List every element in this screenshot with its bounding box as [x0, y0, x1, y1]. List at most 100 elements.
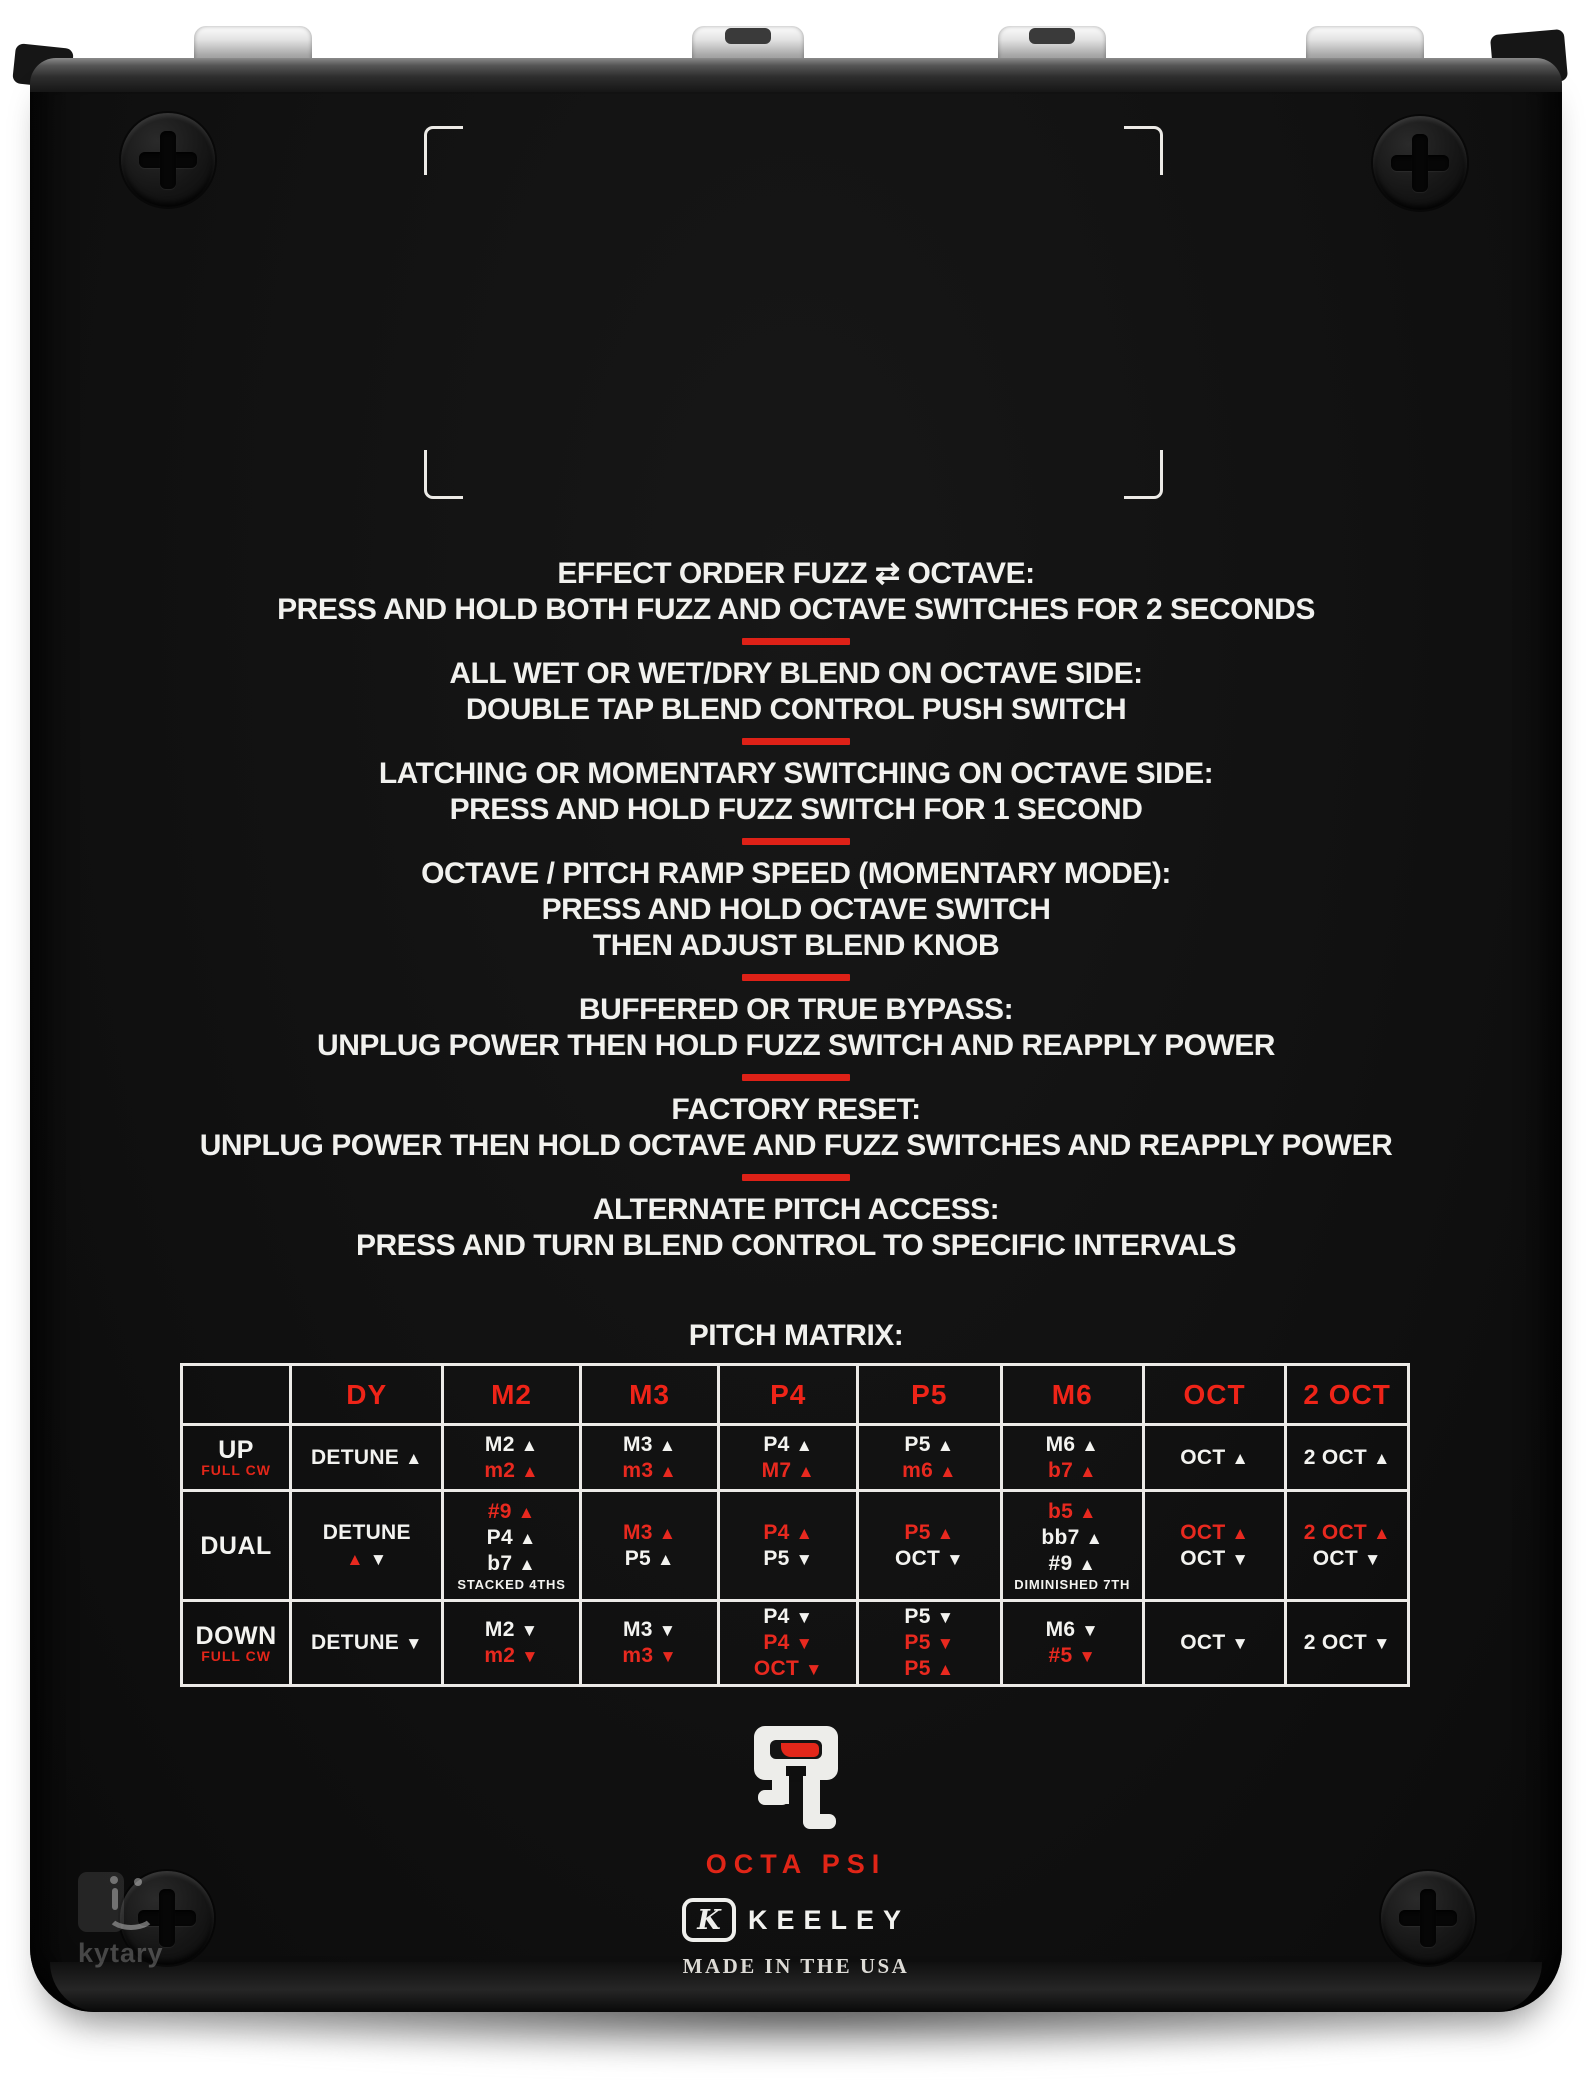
- matrix-cell-line: P4 ▲: [486, 1525, 537, 1549]
- matrix-col-header: P4: [717, 1363, 860, 1426]
- matrix-cell: P4 ▲ M7 ▲: [717, 1423, 860, 1492]
- matrix-cell: #9 ▲ P4 ▲ b7 ▲ STACKED 4THS: [441, 1489, 582, 1602]
- instruction-section: BUFFERED OR TRUE BYPASS: UNPLUG POWER THE…: [30, 992, 1562, 1064]
- matrix-cell: DETUNE ▲ ▼: [289, 1489, 445, 1602]
- matrix-cell-line: M6 ▲: [1045, 1432, 1099, 1456]
- matrix-cell-line: 2 OCT ▲: [1303, 1520, 1391, 1544]
- matrix-cell-line: DETUNE ▼: [310, 1631, 423, 1654]
- matrix-col-header: OCT: [1141, 1363, 1288, 1426]
- instruction-title: ALL WET OR WET/DRY BLEND ON OCTAVE SIDE:: [449, 657, 1143, 690]
- crop-mark-top-right: [1124, 126, 1163, 175]
- pitch-matrix-table: DY M2 M3 P4 P5 M6 OCT 2 OCT UP FULL CW DETUNE ▲ M2 …: [179, 1363, 1410, 1687]
- matrix-cell-line: DETUNE: [322, 1520, 411, 1544]
- instructions-block: EFFECT ORDER FUZZ ⇄ OCTAVE: PRESS AND HOL…: [30, 556, 1562, 1354]
- matrix-col-header: DY: [289, 1363, 445, 1426]
- matrix-cell: 2 OCT ▲: [1284, 1423, 1410, 1492]
- matrix-col-header: M2: [441, 1363, 582, 1426]
- instruction-title: EFFECT ORDER FUZZ ⇄ OCTAVE:: [557, 557, 1035, 590]
- instruction-section: EFFECT ORDER FUZZ ⇄ OCTAVE: PRESS AND HOL…: [30, 556, 1562, 628]
- matrix-cell-line: m2 ▲: [484, 1458, 539, 1482]
- crop-mark-bottom-right: [1124, 450, 1163, 499]
- instruction-line: UNPLUG POWER THEN HOLD FUZZ SWITCH AND R…: [317, 1029, 1275, 1062]
- screw-bottom-right: [1381, 1871, 1475, 1965]
- section-divider: [742, 974, 850, 981]
- matrix-cell-line: ▲ ▼: [346, 1548, 388, 1569]
- instruction-line: PRESS AND HOLD BOTH FUZZ AND OCTAVE SWIT…: [277, 593, 1315, 626]
- matrix-cell-line: m6 ▲: [902, 1458, 957, 1482]
- matrix-col-header: M6: [999, 1363, 1145, 1426]
- watermark-smiley-icon: [78, 1872, 156, 1932]
- instruction-line: PRESS AND HOLD OCTAVE SWITCH: [541, 893, 1051, 926]
- matrix-cell-line: #9 ▲: [1048, 1551, 1096, 1575]
- crop-mark-bottom-left: [424, 450, 463, 499]
- instruction-line: PRESS AND TURN BLEND CONTROL TO SPECIFIC…: [355, 1229, 1237, 1262]
- matrix-cell-line: m2 ▼: [484, 1644, 539, 1667]
- matrix-cell-line: P5 ▼: [763, 1546, 814, 1570]
- watermark-text: kytary: [78, 1938, 164, 1968]
- brand-name: KEELEY: [747, 1904, 911, 1935]
- instruction-section: LATCHING OR MOMENTARY SWITCHING ON OCTAV…: [30, 756, 1562, 828]
- matrix-cell: OCT ▼: [1141, 1599, 1288, 1687]
- crop-mark-top-left: [424, 126, 463, 175]
- matrix-cell: M6 ▼ #5 ▼: [999, 1599, 1145, 1687]
- matrix-row-sublabel: FULL CW: [201, 1647, 271, 1664]
- pitch-matrix: DY M2 M3 P4 P5 M6 OCT 2 OCT UP FULL CW DETUNE ▲ M2 …: [179, 1363, 1410, 1687]
- watermark-kytary: kytary: [78, 1872, 164, 1969]
- instruction-title: LATCHING OR MOMENTARY SWITCHING ON OCTAV…: [378, 757, 1214, 790]
- matrix-cell: M2 ▼ m2 ▼: [441, 1599, 582, 1687]
- matrix-cell: P5 ▲ m6 ▲: [856, 1423, 1003, 1492]
- instruction-title: ALTERNATE PITCH ACCESS:: [592, 1193, 1000, 1226]
- matrix-cell: b5 ▲ bb7 ▲ #9 ▲ DIMINISHED 7TH: [999, 1489, 1145, 1602]
- pitch-matrix-title: PITCH MATRIX:: [688, 1319, 904, 1352]
- section-divider: [742, 638, 850, 645]
- pedal-top-bevel: [30, 58, 1562, 92]
- instruction-line: PRESS AND HOLD FUZZ SWITCH FOR 1 SECOND: [449, 793, 1143, 826]
- matrix-cell-line: P5 ▼: [904, 1631, 955, 1654]
- matrix-cell-line: b7 ▲: [1047, 1458, 1097, 1482]
- matrix-cell-line: P4 ▲: [763, 1432, 814, 1456]
- instruction-section: OCTAVE / PITCH RAMP SPEED (MOMENTARY MOD…: [30, 856, 1562, 964]
- section-divider: [742, 738, 850, 745]
- matrix-cell: M3 ▲ m3 ▲: [578, 1423, 721, 1492]
- matrix-cell-line: DIMINISHED 7TH: [1014, 1576, 1131, 1592]
- matrix-cell-line: P4 ▲: [763, 1520, 814, 1544]
- matrix-row-label-text: DOWN: [195, 1621, 277, 1650]
- screw-top-left: [121, 113, 215, 207]
- matrix-row-sublabel: FULL CW: [201, 1462, 271, 1478]
- matrix-cell: P4 ▲ P5 ▼: [717, 1489, 860, 1602]
- keeley-k-badge-icon: K: [681, 1898, 736, 1942]
- octa-psi-logo-icon: [754, 1726, 838, 1829]
- instruction-title: BUFFERED OR TRUE BYPASS:: [578, 993, 1014, 1026]
- matrix-cell: M6 ▲ b7 ▲: [999, 1423, 1145, 1492]
- matrix-col-header: P5: [856, 1363, 1003, 1426]
- section-divider: [742, 1174, 850, 1181]
- instruction-title: OCTAVE / PITCH RAMP SPEED (MOMENTARY MOD…: [421, 857, 1171, 890]
- matrix-row-label-text: UP: [218, 1436, 254, 1464]
- matrix-cell-line: M2 ▲: [484, 1432, 539, 1456]
- matrix-cell-line: P5 ▲: [624, 1546, 675, 1570]
- matrix-row: DOWN FULL CW DETUNE ▼ M2 ▼ m2 ▼ M3 ▼ m3 ▼ P4 ▼ P…: [179, 1599, 1410, 1687]
- matrix-cell: DETUNE ▼: [289, 1599, 445, 1687]
- matrix-col-header: M3: [578, 1363, 721, 1426]
- matrix-cell-line: m3 ▼: [622, 1644, 677, 1667]
- matrix-cell: DETUNE ▲: [289, 1423, 445, 1492]
- matrix-cell-line: P4 ▼: [763, 1605, 814, 1628]
- instruction-section: FACTORY RESET: UNPLUG POWER THEN HOLD OCT…: [30, 1092, 1562, 1164]
- matrix-cell-line: P5 ▲: [904, 1657, 955, 1680]
- instruction-line: THEN ADJUST BLEND KNOB: [592, 929, 1000, 962]
- branding-block: OCTA PSI K KEELEY MADE IN THE USA: [30, 1726, 1562, 1979]
- matrix-cell: M3 ▲ P5 ▲: [578, 1489, 721, 1602]
- matrix-header-row: DY M2 M3 P4 P5 M6 OCT 2 OCT: [179, 1363, 1410, 1426]
- matrix-cell: P5 ▲ OCT ▼: [856, 1489, 1003, 1602]
- matrix-cell-line: OCT ▼: [1180, 1546, 1249, 1570]
- matrix-cell-line: M6 ▼: [1045, 1618, 1099, 1641]
- matrix-cell: P4 ▼ P4 ▼ OCT ▼: [717, 1599, 860, 1687]
- pedal-body: [30, 58, 1562, 2012]
- made-in-label: MADE IN THE USA: [682, 1954, 910, 1978]
- matrix-cell-line: M7 ▲: [761, 1458, 815, 1482]
- instruction-line: DOUBLE TAP BLEND CONTROL PUSH SWITCH: [465, 693, 1127, 726]
- matrix-cell-line: M3 ▼: [622, 1618, 677, 1641]
- matrix-cell-line: P5 ▲: [904, 1432, 955, 1456]
- matrix-row-label-text: DUAL: [200, 1531, 272, 1560]
